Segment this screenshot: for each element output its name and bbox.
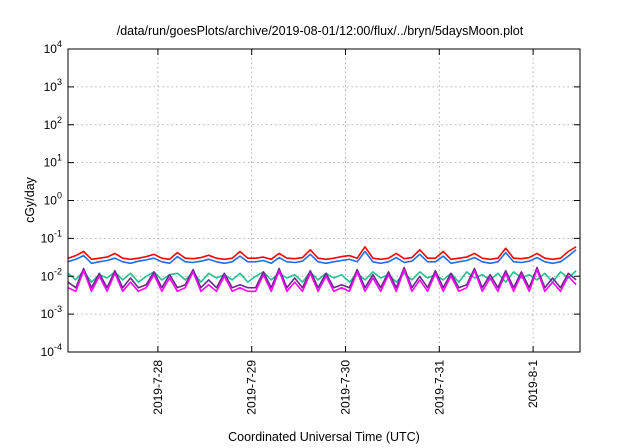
y-axis-label: cGy/day <box>23 176 37 223</box>
x-tick-label: 2019-8-1 <box>526 360 540 408</box>
x-tick-label: 2019-7-28 <box>151 360 165 415</box>
x-tick-label: 2019-7-30 <box>338 360 352 415</box>
y-tick-label: 10-3 <box>41 304 62 321</box>
chart-title: /data/run/goesPlots/archive/2019-08-01/1… <box>117 24 524 38</box>
series-line-1 <box>67 246 577 261</box>
y-tick-label: 10-2 <box>41 266 62 283</box>
series-layer <box>67 246 577 293</box>
y-tick-label: 101 <box>44 153 62 170</box>
y-tick-label: 102 <box>44 115 62 132</box>
series-line-4 <box>67 266 577 289</box>
series-line-5 <box>67 268 577 293</box>
tick-layer <box>68 48 580 353</box>
x-tick-label: 2019-7-29 <box>245 360 259 415</box>
y-tick-label: 103 <box>44 77 62 94</box>
series-line-2 <box>67 249 577 265</box>
x-axis-label: Coordinated Universal Time (UTC) <box>228 430 420 444</box>
y-tick-label: 104 <box>44 39 62 56</box>
y-tick-label: 10-1 <box>41 228 62 245</box>
y-tick-label: 10-4 <box>41 342 62 359</box>
y-tick-label: 100 <box>44 191 62 208</box>
x-tick-labels: 2019-7-28 2019-7-29 2019-7-30 2019-7-31 2019… <box>151 360 540 415</box>
y-tick-labels: 10-4 10-3 10-2 10-1 100 101 102 103 104 <box>41 39 62 359</box>
grid-layer <box>68 49 580 352</box>
x-tick-label: 2019-7-31 <box>432 360 446 415</box>
